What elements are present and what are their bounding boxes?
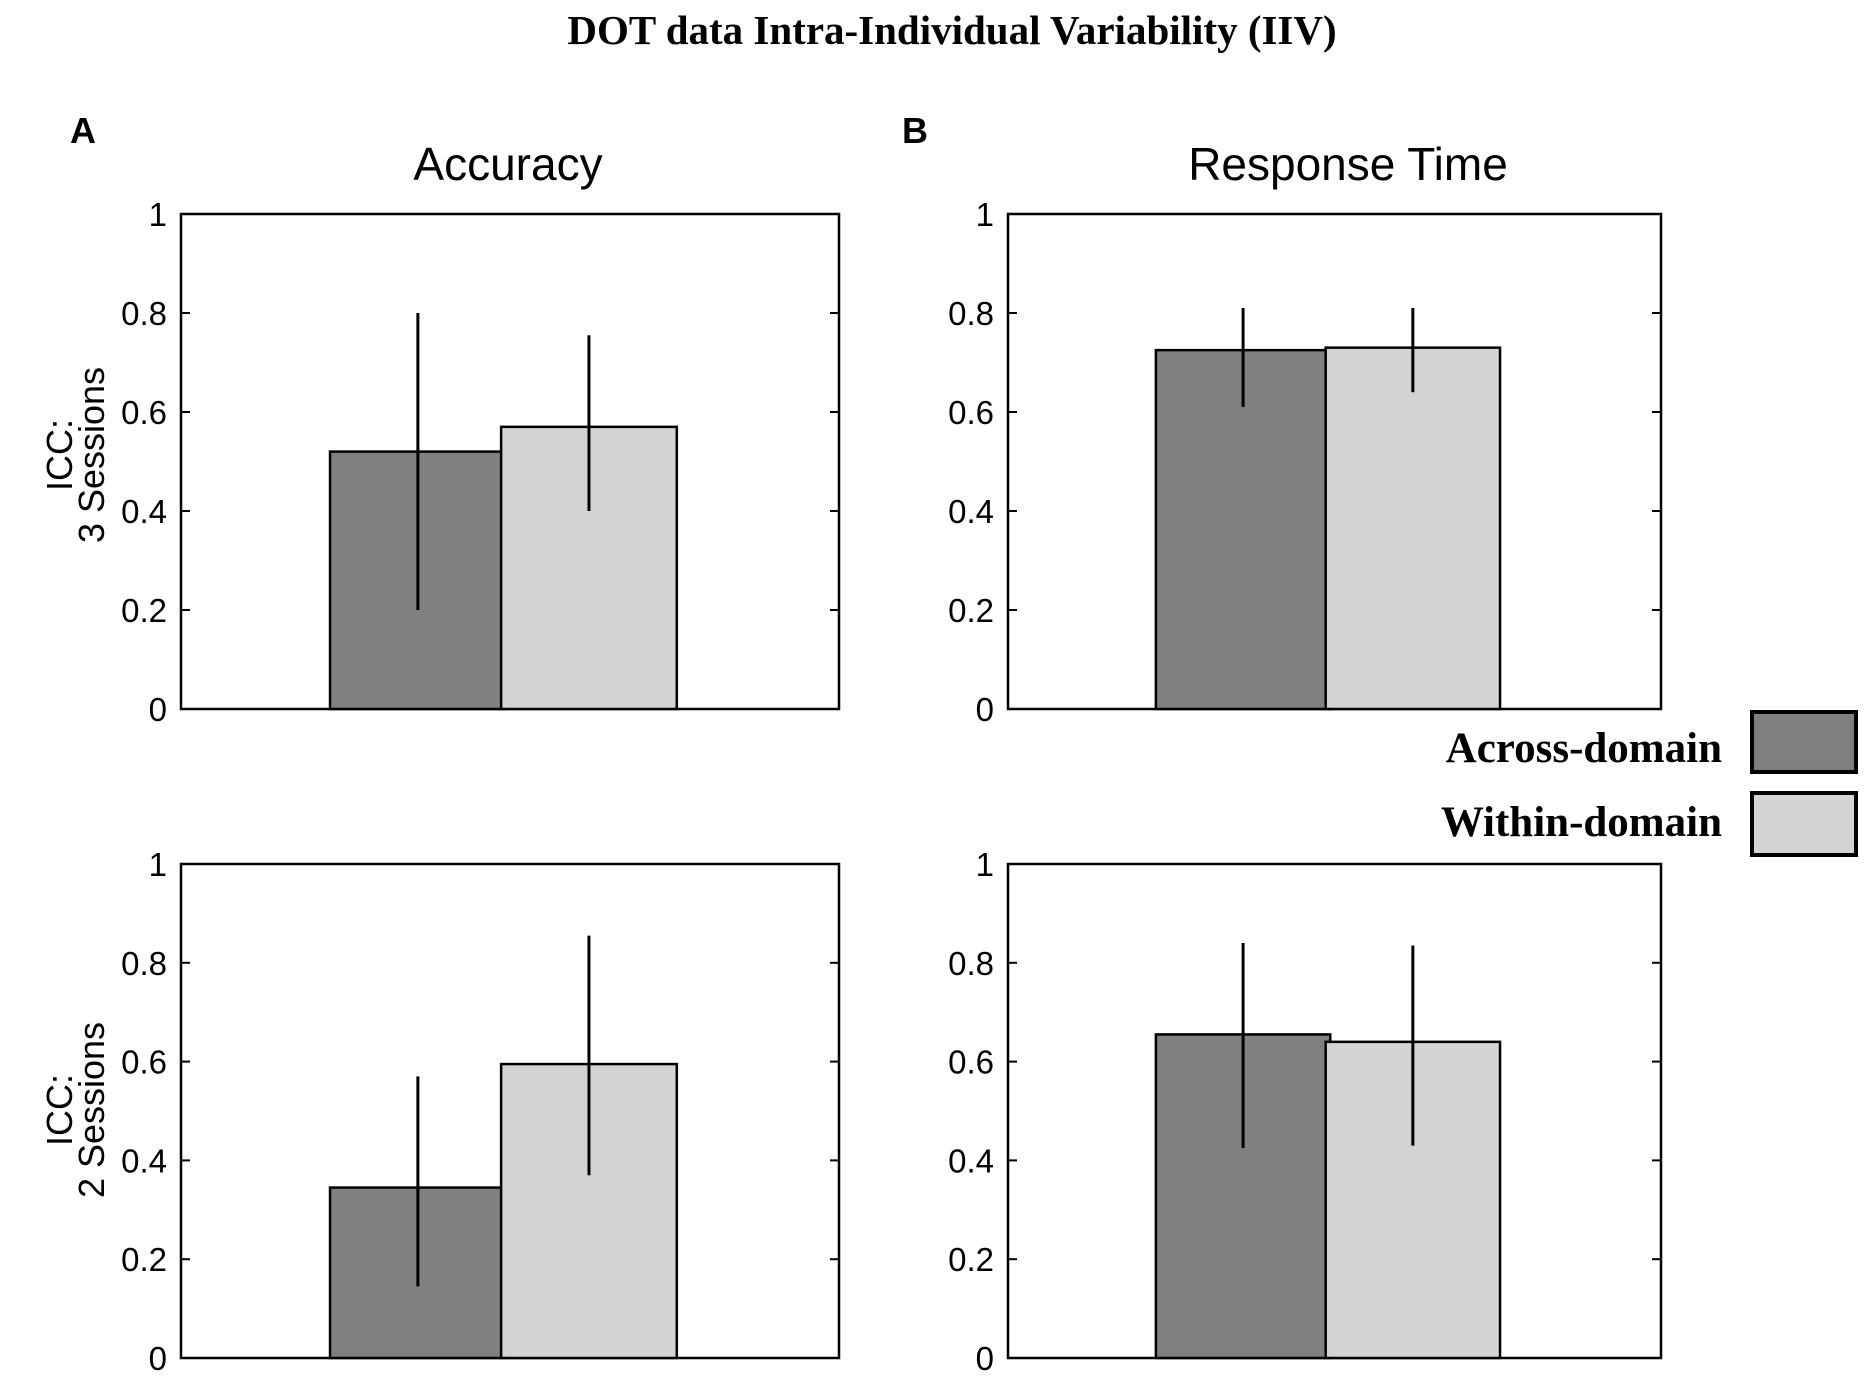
chart-panel-2: 0 0.2 0.4 0.6 0.8 1 bbox=[948, 196, 1663, 728]
legend: Across-domain Within-domain bbox=[1441, 710, 1858, 857]
legend-swatch-across bbox=[1750, 710, 1858, 774]
chart-panel-4: 0 0.2 0.4 0.6 0.8 1 bbox=[948, 846, 1663, 1377]
y-tick-label: 0.6 bbox=[121, 394, 167, 431]
y-tick-label: 0.4 bbox=[121, 493, 167, 530]
y-tick-label: 1 bbox=[976, 846, 994, 883]
y-tick-label: 0 bbox=[976, 691, 994, 728]
row-label-3-sessions: ICC: 3 Sessions bbox=[39, 367, 112, 543]
y-tick-label: 0.8 bbox=[121, 945, 167, 982]
chart-panel-3: 0 0.2 0.4 0.6 0.8 1 bbox=[121, 846, 841, 1377]
row-label-2-sessions-line1: ICC: bbox=[39, 1074, 80, 1146]
chart-panels: 0 0.2 0.4 0.6 0.8 1 0 0.2 0.4 0.6 0.8 1 0 0.2 0.4 0.6 0.… bbox=[121, 196, 1663, 1377]
row-label-3-sessions-line1: ICC: bbox=[39, 419, 80, 491]
column-title-accuracy: Accuracy bbox=[413, 138, 602, 190]
y-tick-label: 0.4 bbox=[948, 1142, 994, 1179]
legend-label-within: Within-domain bbox=[1441, 799, 1722, 846]
y-tick-label: 0.8 bbox=[948, 945, 994, 982]
y-tick-label: 1 bbox=[149, 196, 167, 233]
y-tick-label: 0.6 bbox=[948, 394, 994, 431]
column-title-response-time: Response Time bbox=[1188, 138, 1508, 190]
y-tick-label: 1 bbox=[149, 846, 167, 883]
y-tick-label: 0.8 bbox=[121, 295, 167, 332]
y-tick-label: 0 bbox=[149, 691, 167, 728]
row-label-3-sessions-line2: 3 Sessions bbox=[71, 367, 112, 543]
panel-label-a: A bbox=[70, 110, 96, 151]
chart-panel-1: 0 0.2 0.4 0.6 0.8 1 bbox=[121, 196, 841, 728]
y-tick-label: 0 bbox=[149, 1340, 167, 1377]
bar-within-domain bbox=[1324, 346, 1502, 711]
y-tick-label: 0.2 bbox=[121, 1241, 167, 1278]
y-tick-label: 0.6 bbox=[948, 1044, 994, 1081]
legend-swatch-within bbox=[1750, 791, 1858, 857]
legend-label-across: Across-domain bbox=[1446, 725, 1722, 772]
y-tick-label: 0.4 bbox=[121, 1142, 167, 1179]
figure-title: DOT data Intra-Individual Variability (I… bbox=[567, 7, 1336, 53]
y-tick-label: 0.8 bbox=[948, 295, 994, 332]
row-label-2-sessions: ICC: 2 Sessions bbox=[39, 1022, 112, 1198]
y-tick-label: 0.4 bbox=[948, 493, 994, 530]
row-label-2-sessions-line2: 2 Sessions bbox=[71, 1022, 112, 1198]
panel-label-b: B bbox=[902, 110, 928, 151]
y-tick-label: 0.2 bbox=[121, 592, 167, 629]
y-tick-label: 1 bbox=[976, 196, 994, 233]
y-tick-label: 0.6 bbox=[121, 1044, 167, 1081]
bar-within-domain bbox=[499, 425, 679, 711]
y-tick-label: 0 bbox=[976, 1340, 994, 1377]
y-tick-label: 0.2 bbox=[948, 592, 994, 629]
y-tick-label: 0.2 bbox=[948, 1241, 994, 1278]
